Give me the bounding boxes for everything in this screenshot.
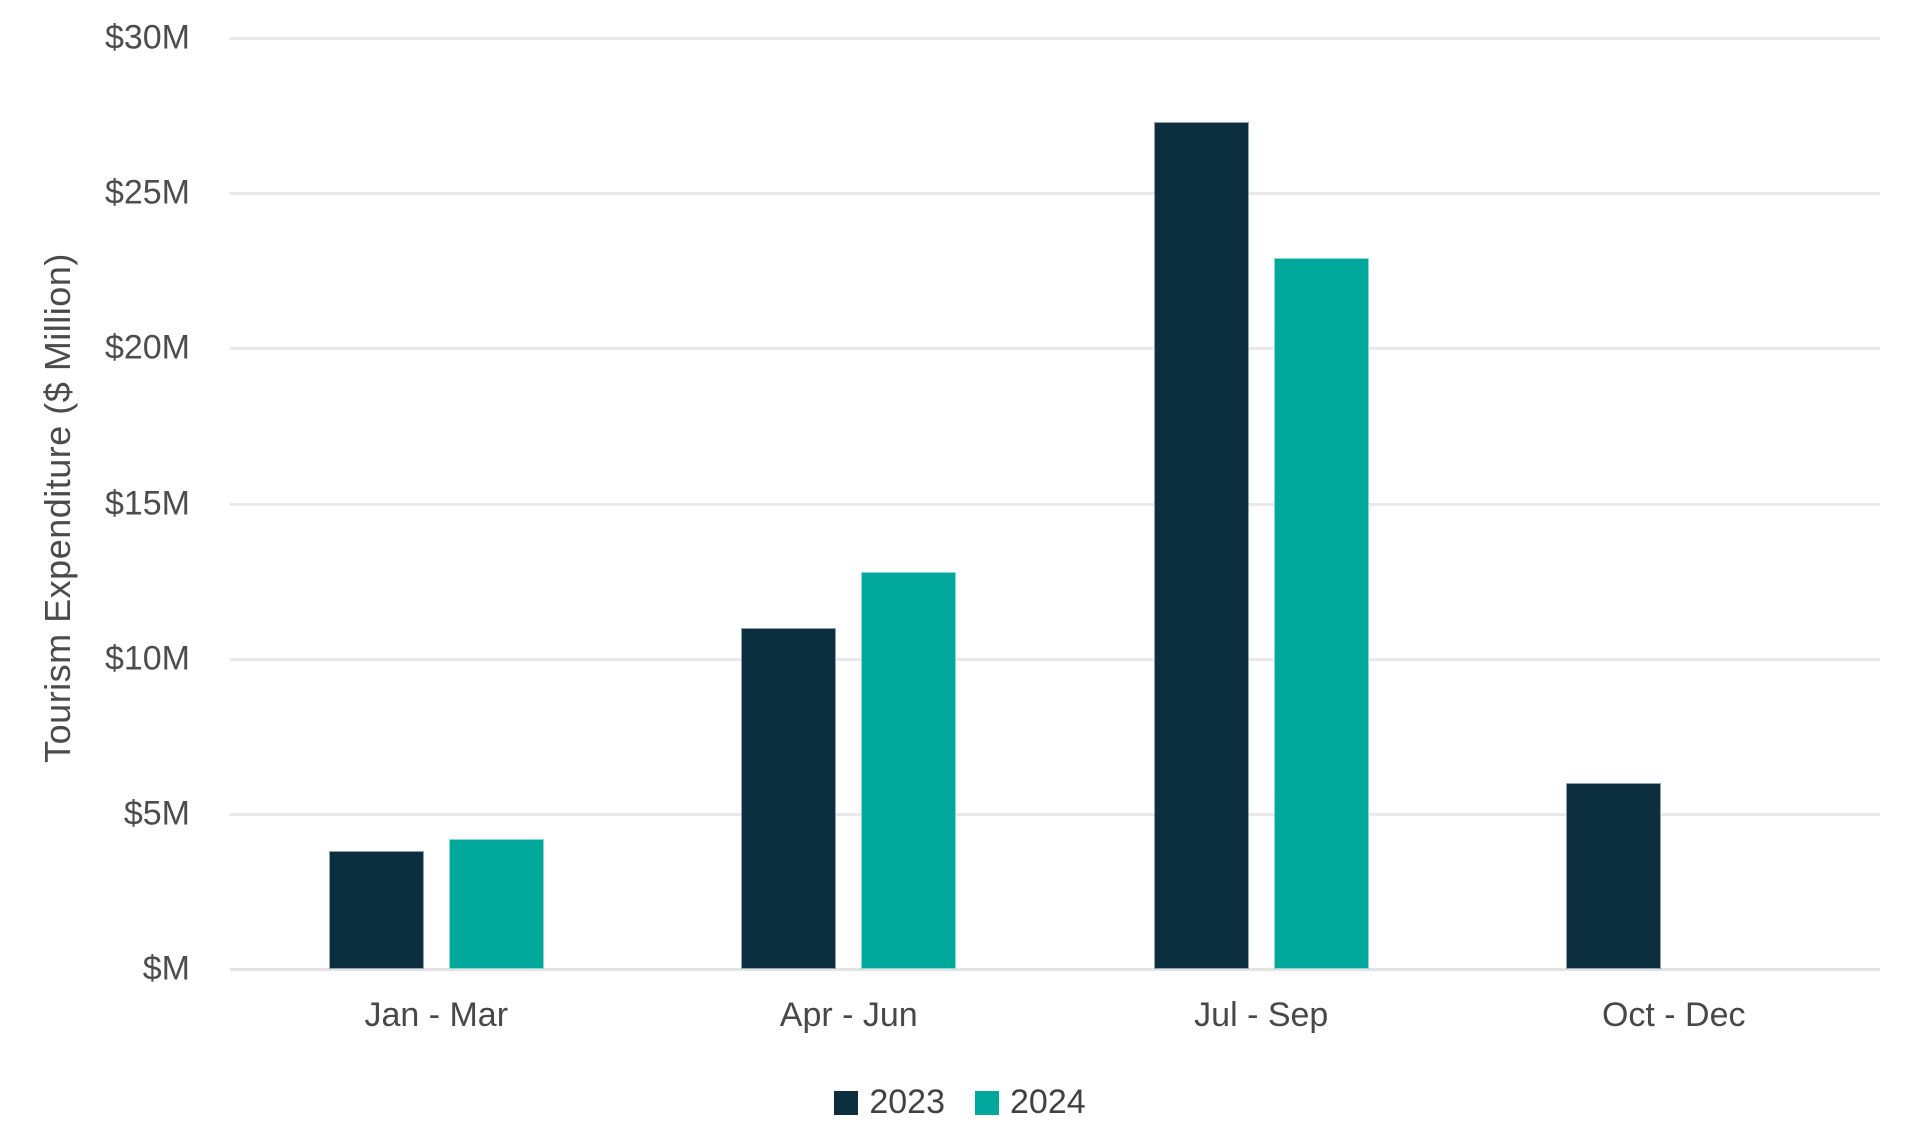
bar-2023-jul-sep[interactable] xyxy=(1153,121,1249,969)
bar-2023-oct-dec[interactable] xyxy=(1566,782,1662,969)
x-category-label: Oct - Dec xyxy=(1601,996,1746,1034)
bar-2024-apr-jun[interactable] xyxy=(861,571,957,969)
x-category-label: Jan - Mar xyxy=(364,996,509,1034)
gridline-10m xyxy=(230,657,1880,661)
bar-2023-jan-mar[interactable] xyxy=(328,851,424,969)
y-tick-label: $25M xyxy=(104,173,190,212)
legend-label: 2024 xyxy=(1010,1083,1086,1121)
bar-2023-apr-jun[interactable] xyxy=(741,627,837,969)
y-tick-label: $30M xyxy=(104,18,190,57)
legend: 2023 2024 xyxy=(0,1083,1920,1122)
y-tick-label: $15M xyxy=(104,484,190,522)
legend-label: 2023 xyxy=(869,1083,945,1121)
plot-area xyxy=(230,37,1880,971)
y-tick-label: $M xyxy=(142,949,190,988)
gridline-15m xyxy=(230,502,1880,506)
gridline-m xyxy=(230,968,1880,971)
x-category-label: Jul - Sep xyxy=(1194,996,1329,1034)
legend-item-2024[interactable]: 2024 xyxy=(975,1083,1086,1122)
bar-2024-jul-sep[interactable] xyxy=(1273,258,1369,969)
y-tick-label: $5M xyxy=(123,794,190,833)
gridline-5m xyxy=(230,812,1880,816)
gridline-25m xyxy=(230,192,1880,196)
y-tick-label: $10M xyxy=(104,639,190,678)
x-category-label: Apr - Jun xyxy=(779,996,918,1034)
legend-swatch-2024 xyxy=(975,1090,999,1115)
legend-swatch-2023 xyxy=(834,1090,859,1115)
legend-item-2023[interactable]: 2023 xyxy=(834,1083,945,1122)
y-tick-label: $20M xyxy=(104,328,190,367)
bar-2024-jan-mar[interactable] xyxy=(448,838,544,969)
gridline-30m xyxy=(230,37,1880,40)
gridline-20m xyxy=(230,347,1880,351)
